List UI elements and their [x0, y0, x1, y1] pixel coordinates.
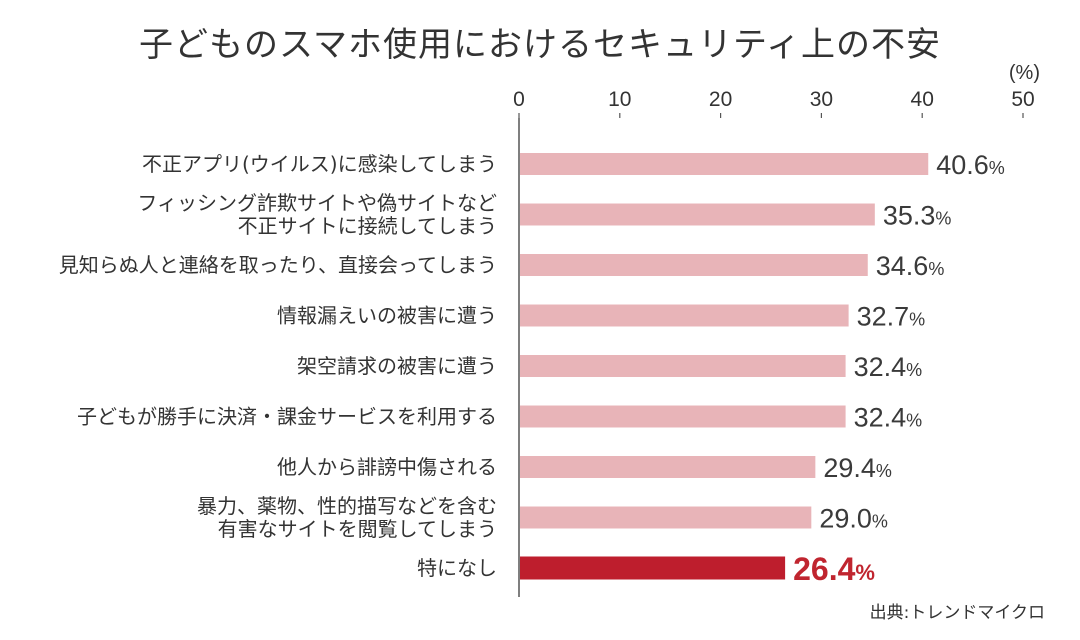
data-label: 32.4%: [854, 403, 923, 433]
category-label: 子どもが勝手に決済・課金サービスを利用する: [77, 405, 497, 429]
data-label-percent: %: [989, 158, 1005, 178]
data-label-percent: %: [928, 259, 944, 279]
category-label: 見知らぬ人と連絡を取ったり、直接会ってしまう: [59, 253, 497, 277]
bar-highlight: [520, 556, 786, 580]
category-label: 他人から誹謗中傷される: [277, 455, 497, 479]
bars: [520, 153, 929, 580]
source-note: 出典:トレンドマイクロ: [870, 603, 1045, 623]
x-tick-label: 30: [810, 88, 833, 111]
data-label-percent: %: [855, 560, 875, 585]
bar: [520, 254, 868, 276]
category-label: 暴力、薬物、性的描写などを含む: [197, 494, 497, 518]
data-labels: 40.6%35.3%34.6%32.7%32.4%32.4%29.4%29.0%…: [793, 150, 1005, 587]
category-label: 不正アプリ(ウイルス)に感染してしまう: [142, 152, 497, 176]
data-label-value: 40.6: [936, 150, 989, 180]
data-label-percent: %: [935, 209, 951, 229]
data-label-value: 35.3: [883, 201, 936, 231]
bar: [520, 405, 846, 428]
data-label: 32.4%: [854, 352, 923, 382]
category-label: 架空請求の被害に遭う: [297, 354, 497, 378]
data-label-value: 32.4: [854, 352, 907, 382]
data-label: 29.0%: [819, 504, 888, 534]
data-label: 32.7%: [857, 302, 926, 332]
x-tick-label: 40: [911, 88, 934, 111]
bar: [520, 355, 846, 377]
bar: [520, 203, 875, 226]
data-label: 35.3%: [883, 201, 952, 231]
category-label: フィッシング詐欺サイトや偽サイトなど: [137, 191, 497, 215]
data-label-percent: %: [872, 512, 888, 532]
data-label-percent: %: [909, 310, 925, 330]
bar: [520, 456, 816, 478]
x-tick-label: 10: [608, 88, 631, 111]
category-label: 有害なサイトを閲覧してしまう: [218, 517, 497, 541]
data-label-value: 34.6: [876, 251, 929, 281]
data-label: 40.6%: [936, 150, 1005, 180]
data-label-value: 32.7: [857, 302, 910, 332]
data-label-percent: %: [906, 360, 922, 380]
data-label-highlight: 26.4%: [793, 551, 875, 587]
data-label-value: 26.4: [793, 551, 855, 587]
bar: [520, 304, 849, 327]
data-label-value: 29.0: [819, 504, 872, 534]
x-axis-ticks: 0 10 20 30 40 50: [513, 88, 1035, 118]
data-label: 34.6%: [876, 251, 945, 281]
chart-title: 子どものスマホ使用におけるセキュリティ上の不安: [139, 25, 941, 65]
bar: [520, 153, 929, 175]
bar: [520, 506, 812, 529]
x-tick-label: 20: [709, 88, 732, 111]
x-tick-label: 50: [1011, 88, 1034, 111]
x-tick-label: 0: [513, 88, 525, 111]
category-label: 特になし: [417, 556, 497, 580]
axis-unit-label: (%): [1009, 62, 1040, 84]
category-label: 情報漏えいの被害に遭う: [277, 304, 497, 328]
data-label-value: 32.4: [854, 403, 907, 433]
data-label-percent: %: [906, 411, 922, 431]
category-label: 不正サイトに接続してしまう: [238, 214, 497, 238]
data-label-percent: %: [876, 461, 892, 481]
data-label-value: 29.4: [823, 453, 876, 483]
data-label: 29.4%: [823, 453, 892, 483]
category-labels: 不正アプリ(ウイルス)に感染してしまうフィッシング詐欺サイトや偽サイトなど不正サ…: [59, 152, 497, 580]
